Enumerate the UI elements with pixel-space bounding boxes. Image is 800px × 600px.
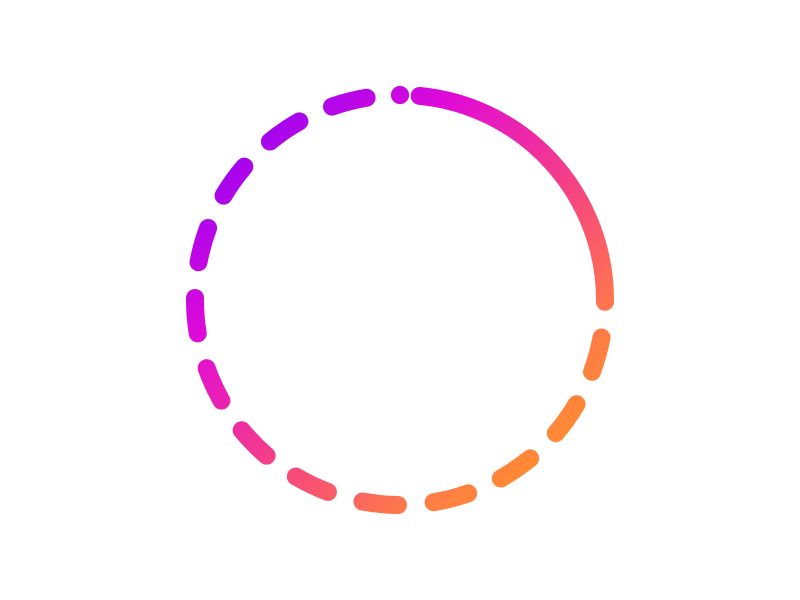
segment-arc [186,86,614,514]
